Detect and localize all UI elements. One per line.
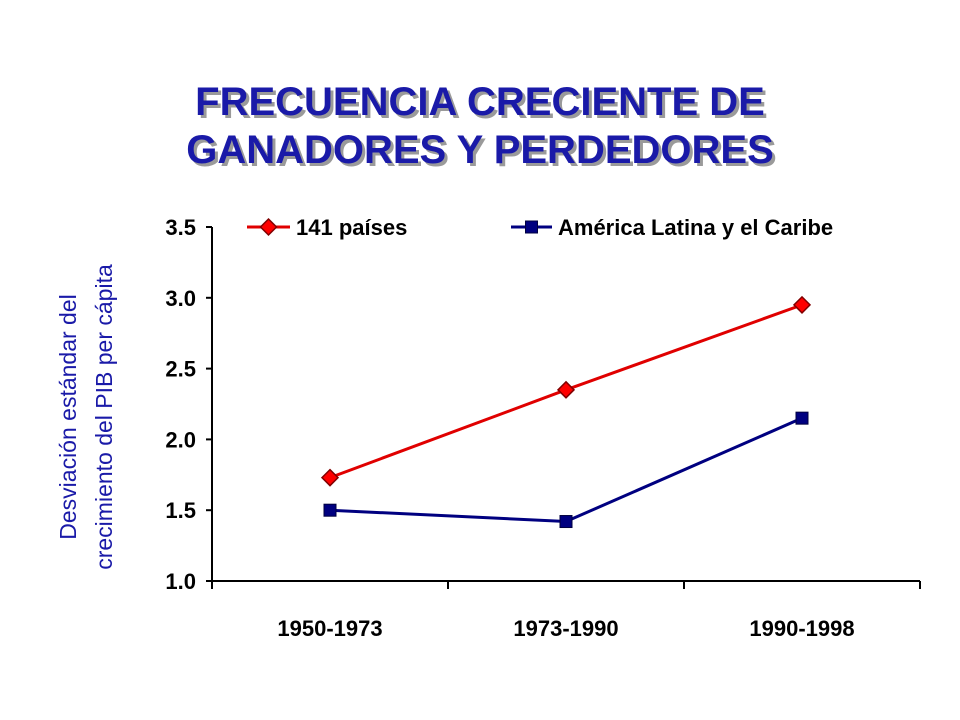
data-point-series-1 — [556, 380, 576, 399]
legend-marker-2 — [525, 220, 538, 234]
data-point-series-2 — [323, 503, 337, 517]
y-tick-label: 1.0 — [165, 569, 196, 594]
slide-title: FRECUENCIA CRECIENTE DE GANADORES Y PERD… — [0, 78, 960, 174]
legend-marker-1 — [259, 217, 278, 237]
x-tick-label: 1950-1973 — [277, 616, 382, 641]
slide-title-line-2: GANADORES Y PERDEDORES — [186, 128, 774, 172]
y-tick-label: 2.5 — [165, 357, 196, 382]
y-tick-label: 3.5 — [165, 215, 196, 240]
chart-axes — [211, 227, 920, 582]
slide-title-line-1: FRECUENCIA CRECIENTE DE — [195, 80, 765, 124]
y-axis-label-line-2: crecimiento del PIB per cápita — [91, 264, 117, 570]
y-tick-label: 2.0 — [165, 427, 196, 452]
x-axis-ticks: 1950-1973 1973-1990 1990-1998 — [211, 581, 921, 641]
x-tick-label: 1973-1990 — [513, 616, 618, 641]
chart-series — [320, 295, 812, 529]
legend-label-2: América Latina y el Caribe — [558, 215, 833, 240]
data-point-series-2 — [795, 411, 809, 425]
data-point-series-2 — [559, 515, 573, 529]
y-axis-label-line-1: Desviación estándar del — [55, 294, 81, 539]
y-axis-label: Desviación estándar del crecimiento del … — [55, 264, 117, 570]
y-axis-ticks: 1.0 1.5 2.0 2.5 3.0 3.5 — [165, 215, 212, 594]
data-point-series-1 — [320, 468, 340, 487]
data-point-series-1 — [792, 295, 812, 314]
series-line-2 — [329, 416, 803, 524]
y-tick-label: 3.0 — [165, 286, 196, 311]
legend-label-1: 141 países — [296, 215, 407, 240]
chart-legend: 141 países América Latina y el Caribe — [247, 215, 833, 240]
x-tick-label: 1990-1998 — [749, 616, 854, 641]
y-tick-label: 1.5 — [165, 498, 196, 523]
